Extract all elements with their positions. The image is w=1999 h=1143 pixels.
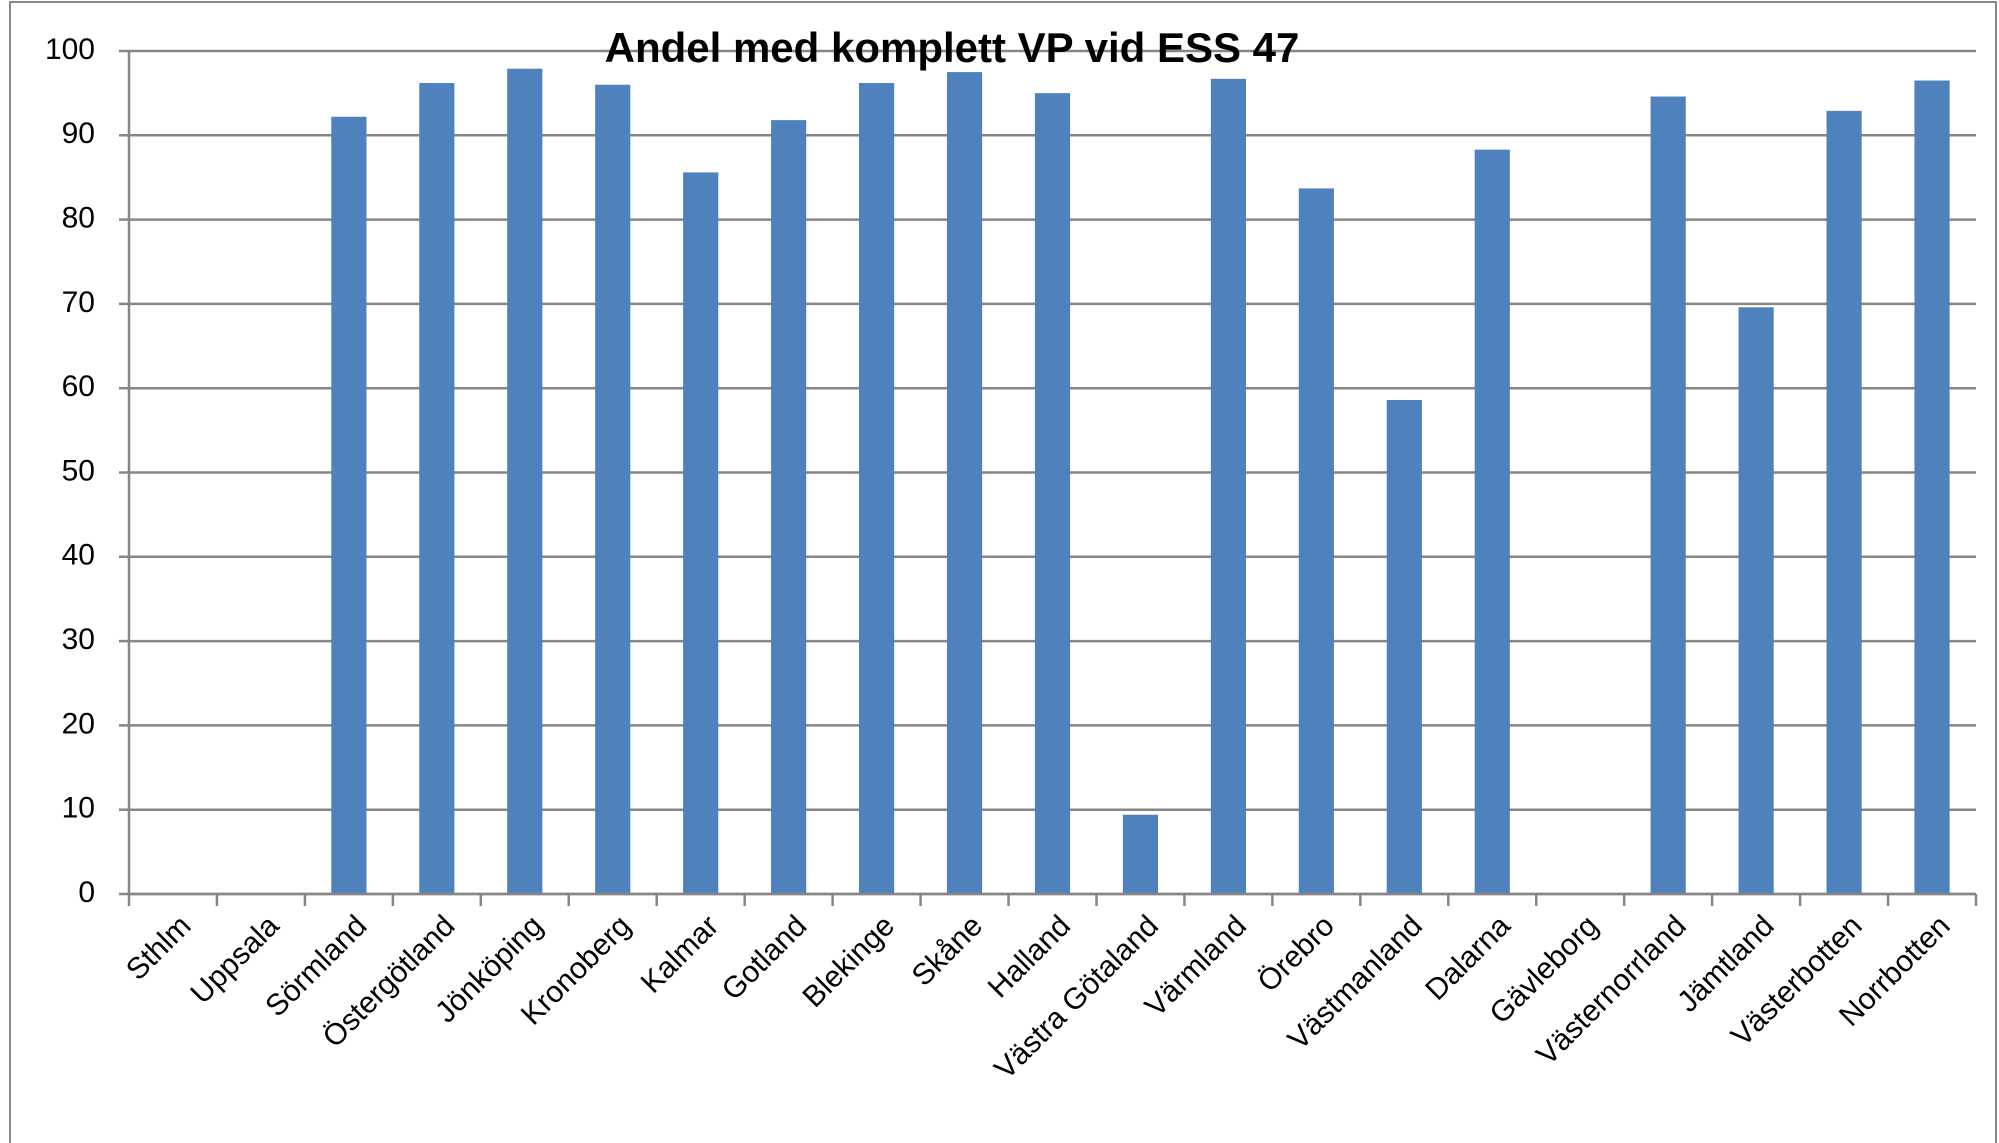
bar bbox=[1386, 400, 1422, 894]
bar bbox=[1034, 93, 1071, 894]
bar bbox=[1210, 78, 1246, 895]
x-tick-label: Skåne bbox=[906, 909, 989, 992]
bar bbox=[771, 120, 807, 895]
bar bbox=[1738, 307, 1774, 895]
bar bbox=[419, 83, 455, 894]
y-tick-label: 100 bbox=[45, 33, 95, 66]
y-tick-label: 20 bbox=[62, 707, 95, 740]
x-tick-label: Västernorrland bbox=[1530, 909, 1692, 1071]
bar bbox=[1914, 80, 1950, 894]
bar bbox=[683, 172, 719, 895]
x-tick-label: Sthlm bbox=[120, 909, 198, 987]
bar bbox=[1474, 149, 1510, 895]
y-tick-label: 90 bbox=[62, 117, 95, 150]
x-tick-label: Kalmar bbox=[635, 909, 726, 1000]
bar bbox=[859, 83, 895, 894]
chart-title: Andel med komplett VP vid ESS 47 bbox=[605, 24, 1300, 71]
bar bbox=[331, 116, 367, 894]
y-tick-label: 60 bbox=[62, 370, 95, 403]
bar bbox=[1298, 188, 1334, 894]
y-tick-label: 70 bbox=[62, 286, 95, 319]
bar bbox=[595, 84, 631, 895]
x-tick-label: Blekinge bbox=[796, 909, 901, 1014]
bar bbox=[1650, 96, 1686, 895]
bar bbox=[1826, 110, 1862, 894]
y-tick-label: 30 bbox=[62, 623, 95, 656]
x-tick-label: Örebro bbox=[1252, 909, 1341, 998]
x-tick-label: Västra Götaland bbox=[988, 909, 1165, 1086]
y-tick-label: 40 bbox=[62, 539, 95, 572]
y-tick-label: 0 bbox=[78, 876, 95, 909]
y-tick-label: 50 bbox=[62, 454, 95, 487]
bar bbox=[1122, 814, 1159, 894]
bar bbox=[946, 72, 983, 894]
chart-frame bbox=[9, 1, 1997, 1143]
y-tick-label: 10 bbox=[62, 792, 95, 825]
y-tick-label: 80 bbox=[62, 202, 95, 235]
bar bbox=[507, 68, 543, 894]
